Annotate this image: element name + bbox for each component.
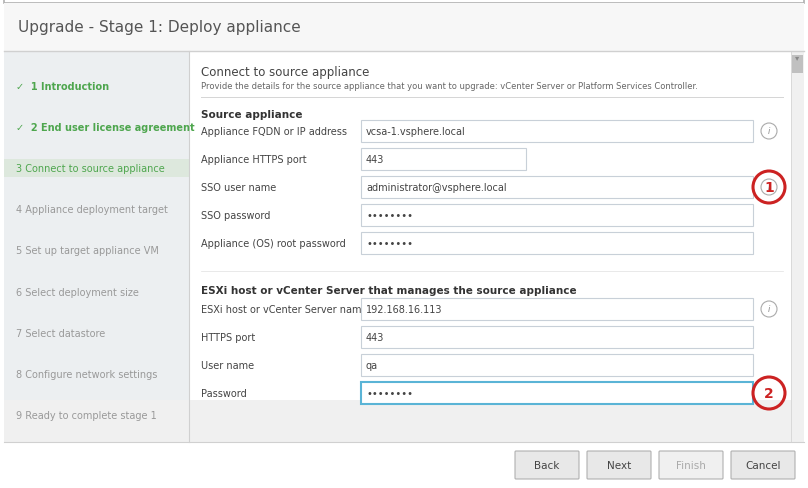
Text: ESXi host or vCenter Server that manages the source appliance: ESXi host or vCenter Server that manages… xyxy=(201,285,577,295)
FancyBboxPatch shape xyxy=(361,382,753,404)
Text: i: i xyxy=(768,127,770,136)
Text: Appliance HTTPS port: Appliance HTTPS port xyxy=(201,155,306,164)
Text: Upgrade - Stage 1: Deploy appliance: Upgrade - Stage 1: Deploy appliance xyxy=(18,20,301,36)
Text: Password: Password xyxy=(201,388,246,398)
Text: i: i xyxy=(768,305,770,314)
Text: 7 Select datastore: 7 Select datastore xyxy=(16,328,105,338)
Text: ••••••••: •••••••• xyxy=(366,239,413,248)
Text: 2: 2 xyxy=(764,386,774,400)
Text: ••••••••: •••••••• xyxy=(366,388,413,398)
Text: vcsa-1.vsphere.local: vcsa-1.vsphere.local xyxy=(366,127,465,137)
Text: Appliance (OS) root password: Appliance (OS) root password xyxy=(201,239,346,248)
Text: ••••••••: •••••••• xyxy=(366,210,413,221)
FancyBboxPatch shape xyxy=(587,451,651,479)
FancyBboxPatch shape xyxy=(361,232,753,254)
Text: ✓  2 End user license agreement: ✓ 2 End user license agreement xyxy=(16,122,195,133)
Text: 1: 1 xyxy=(764,181,774,195)
Text: 5 Set up target appliance VM: 5 Set up target appliance VM xyxy=(16,246,159,256)
Bar xyxy=(791,52,804,442)
Text: 443: 443 xyxy=(366,332,385,342)
FancyBboxPatch shape xyxy=(361,177,753,199)
Bar xyxy=(4,4,804,52)
Text: Provide the details for the source appliance that you want to upgrade: vCenter S: Provide the details for the source appli… xyxy=(201,82,698,91)
FancyBboxPatch shape xyxy=(361,204,753,226)
Text: 443: 443 xyxy=(366,155,385,164)
FancyBboxPatch shape xyxy=(731,451,795,479)
Text: ▾: ▾ xyxy=(795,53,800,62)
Bar xyxy=(4,52,189,442)
Text: Connect to source appliance: Connect to source appliance xyxy=(201,66,369,79)
Text: 9 Ready to complete stage 1: 9 Ready to complete stage 1 xyxy=(16,410,157,421)
Text: HTTPS port: HTTPS port xyxy=(201,332,255,342)
Text: 8 Configure network settings: 8 Configure network settings xyxy=(16,369,158,379)
Text: SSO user name: SSO user name xyxy=(201,183,276,193)
Text: 6 Select deployment size: 6 Select deployment size xyxy=(16,287,139,297)
Text: Finish: Finish xyxy=(676,460,706,470)
FancyBboxPatch shape xyxy=(361,298,753,320)
Text: User name: User name xyxy=(201,360,255,370)
Bar xyxy=(4,400,804,442)
Text: qa: qa xyxy=(366,360,378,370)
Text: 192.168.16.113: 192.168.16.113 xyxy=(366,305,443,314)
Text: i: i xyxy=(768,183,770,192)
FancyBboxPatch shape xyxy=(361,326,753,348)
Text: Appliance FQDN or IP address: Appliance FQDN or IP address xyxy=(201,127,347,137)
Text: ESXi host or vCenter Server name: ESXi host or vCenter Server name xyxy=(201,305,368,314)
FancyBboxPatch shape xyxy=(361,354,753,376)
Text: ✓  1 Introduction: ✓ 1 Introduction xyxy=(16,81,109,91)
FancyBboxPatch shape xyxy=(659,451,723,479)
Bar xyxy=(792,56,803,74)
FancyBboxPatch shape xyxy=(361,121,753,142)
FancyBboxPatch shape xyxy=(361,149,526,171)
FancyBboxPatch shape xyxy=(4,0,804,4)
Text: Cancel: Cancel xyxy=(745,460,781,470)
Bar xyxy=(4,160,189,178)
Text: 3 Connect to source appliance: 3 Connect to source appliance xyxy=(16,163,165,174)
FancyBboxPatch shape xyxy=(515,451,579,479)
Text: Next: Next xyxy=(607,460,631,470)
Text: Source appliance: Source appliance xyxy=(201,110,302,120)
Text: SSO password: SSO password xyxy=(201,210,271,221)
Text: 4 Appliance deployment target: 4 Appliance deployment target xyxy=(16,205,168,215)
Text: administrator@vsphere.local: administrator@vsphere.local xyxy=(366,183,507,193)
Text: Back: Back xyxy=(534,460,560,470)
